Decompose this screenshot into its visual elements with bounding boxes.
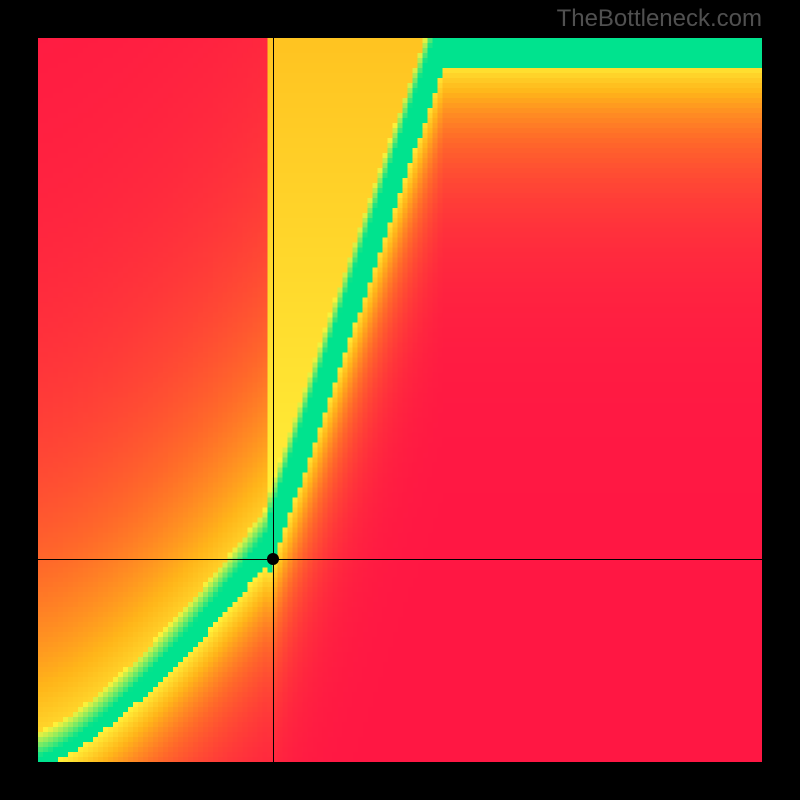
chart-container: TheBottleneck.com (0, 0, 800, 800)
watermark-text: TheBottleneck.com (557, 5, 762, 33)
crosshair-horizontal (38, 559, 762, 560)
plot-area (38, 38, 762, 762)
data-point-marker (267, 553, 279, 565)
crosshair-vertical (273, 38, 274, 762)
heatmap-canvas (38, 38, 762, 762)
